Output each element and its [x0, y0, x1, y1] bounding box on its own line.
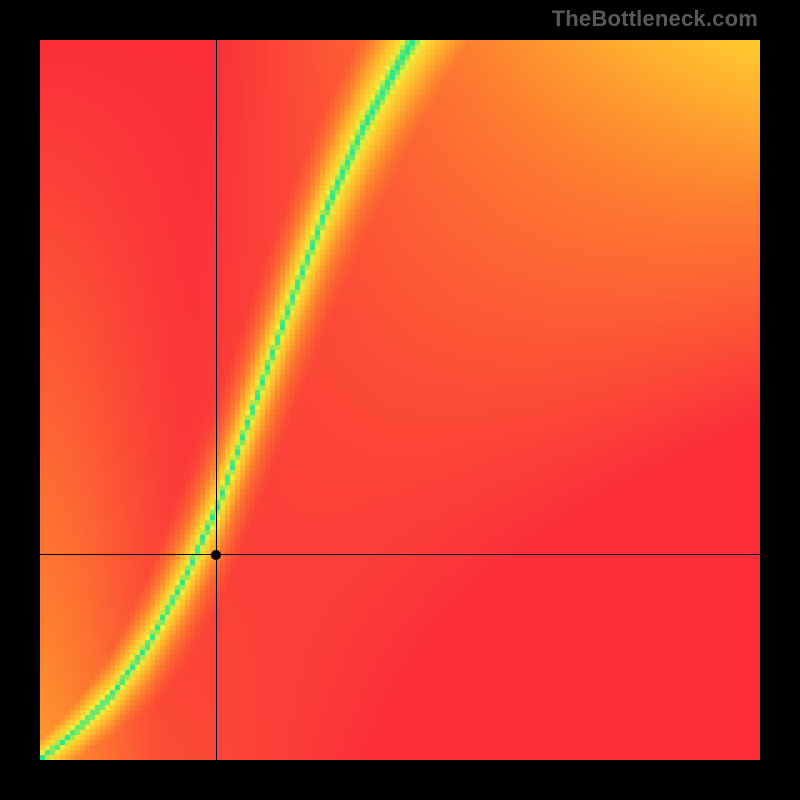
crosshair-horizontal [40, 554, 760, 555]
data-point-marker [211, 550, 221, 560]
chart-container: TheBottleneck.com [0, 0, 800, 800]
heatmap-plot [40, 40, 760, 760]
crosshair-vertical [216, 40, 217, 760]
watermark-text: TheBottleneck.com [552, 6, 758, 32]
heatmap-canvas [40, 40, 760, 760]
